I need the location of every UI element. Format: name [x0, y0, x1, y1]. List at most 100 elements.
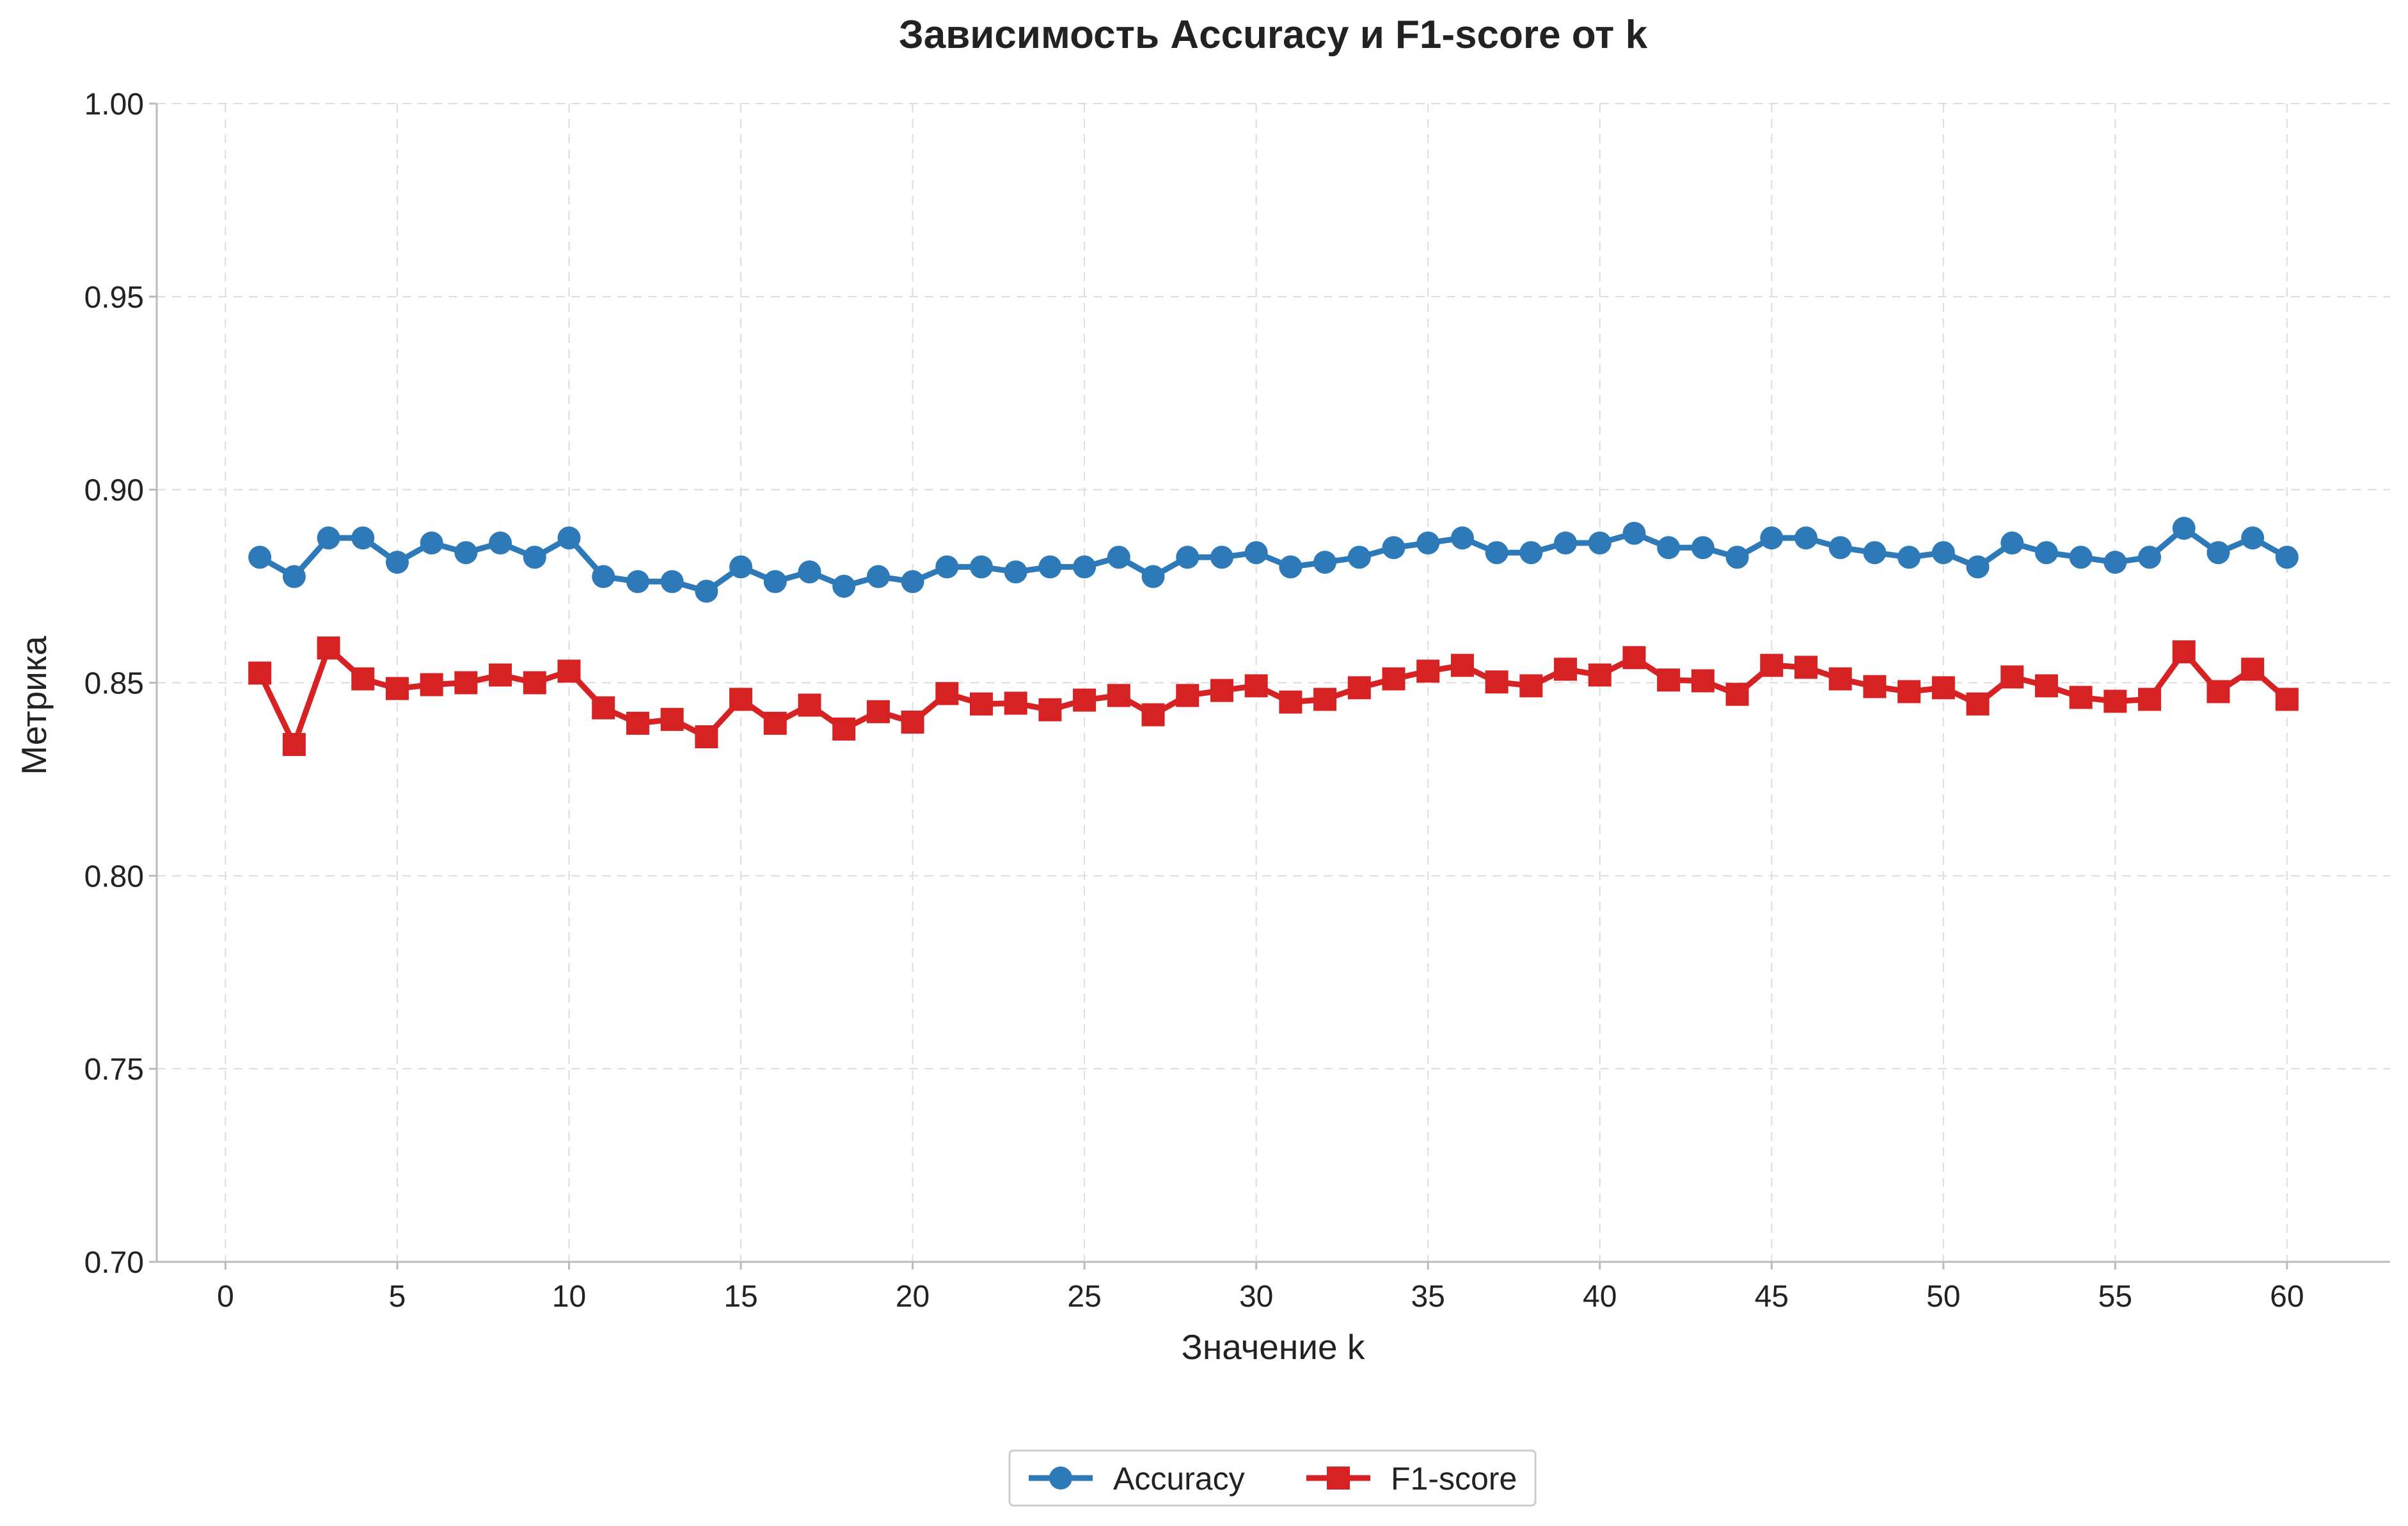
accuracy-point — [798, 560, 821, 584]
accuracy-point — [2206, 541, 2230, 565]
accuracy-point — [1760, 526, 1784, 550]
legend-box — [1008, 1449, 1537, 1507]
f1-score-point — [2241, 657, 2265, 681]
f1-score-point — [695, 725, 718, 749]
legend-label-accuracy: Accuracy — [1113, 1461, 1245, 1497]
f1-score-point — [798, 693, 821, 717]
f1-score-point — [385, 677, 409, 700]
accuracy-point — [1450, 526, 1474, 550]
accuracy-point — [1107, 546, 1130, 569]
f1-score-point — [454, 671, 478, 695]
accuracy-point — [1794, 526, 1818, 550]
f1-score-point — [1863, 675, 1887, 698]
accuracy-point — [1691, 536, 1715, 560]
f1-score-point — [2172, 640, 2196, 664]
accuracy-point — [1210, 546, 1233, 569]
f1-score-point — [1107, 684, 1130, 707]
y-tick-label: 1.00 — [84, 88, 144, 122]
y-tick-label: 0.75 — [84, 1053, 144, 1087]
accuracy-point — [2241, 526, 2265, 550]
x-tick-label: 20 — [896, 1280, 930, 1314]
data-series — [248, 517, 2299, 757]
legend: Accuracy F1-score — [1008, 1449, 1537, 1507]
accuracy-point — [1519, 541, 1543, 565]
accuracy-point — [2000, 531, 2024, 555]
y-axis-label: Метрика — [14, 636, 54, 775]
accuracy-point — [1244, 541, 1268, 565]
x-tick-label: 25 — [1067, 1280, 1101, 1314]
accuracy-point — [385, 551, 409, 574]
accuracy-point — [1038, 555, 1062, 579]
f1-score-point — [832, 717, 856, 741]
f1-score-point — [1931, 676, 1955, 700]
f1-score-point — [1622, 646, 1646, 670]
accuracy-point — [2138, 546, 2162, 569]
f1-score-point — [1416, 659, 1440, 683]
accuracy-point — [1966, 555, 1990, 579]
f1-score-point — [1588, 663, 1612, 687]
accuracy-point — [1657, 536, 1681, 560]
accuracy-point — [763, 570, 787, 594]
f1-score-point — [1657, 668, 1681, 692]
accuracy-point — [351, 526, 375, 550]
tick-labels: 0 5 10 15 20 25 30 35 40 45 50 55 60 0.70 0.75 0.80 0.85… — [84, 88, 2304, 1314]
legend-marker-accuracy — [1049, 1467, 1072, 1490]
f1-score-point — [489, 663, 512, 687]
legend-marker-f1-score — [1327, 1467, 1350, 1490]
accuracy-point — [901, 570, 924, 594]
f1-score-point — [1004, 691, 1027, 715]
f1-score-point — [1897, 680, 1921, 704]
chart-title: Зависимость Accuracy и F1-score от k — [899, 13, 1648, 57]
accuracy-point — [1622, 521, 1646, 545]
f1-score-point — [1554, 657, 1578, 681]
x-tick-label: 55 — [2098, 1280, 2132, 1314]
f1-score-point — [1176, 684, 1200, 707]
x-tick-label: 60 — [2270, 1280, 2304, 1314]
x-tick-label: 0 — [217, 1280, 234, 1314]
accuracy-point — [1382, 536, 1406, 560]
accuracy-point — [2172, 517, 2196, 540]
accuracy-point — [420, 531, 443, 555]
f1-score-point — [729, 688, 753, 711]
f1-score-point — [1210, 679, 1233, 702]
f1-score-point — [969, 692, 993, 716]
f1-score-point — [660, 707, 684, 731]
x-tick-label: 40 — [1583, 1280, 1617, 1314]
accuracy-point — [2275, 546, 2299, 569]
y-tick-label: 0.95 — [84, 281, 144, 315]
x-tick-label: 10 — [552, 1280, 586, 1314]
legend-item-accuracy: Accuracy — [1029, 1461, 1245, 1497]
x-axis-label: Значение k — [1182, 1327, 1365, 1367]
accuracy-point — [592, 565, 615, 588]
accuracy-point — [1347, 546, 1371, 569]
accuracy-point — [626, 570, 649, 594]
accuracy-point — [1313, 551, 1337, 574]
legend-item-f1-score: F1-score — [1306, 1461, 1517, 1497]
x-tick-label: 50 — [1926, 1280, 1960, 1314]
accuracy-point — [454, 541, 478, 565]
accuracy-point — [1485, 541, 1509, 565]
f1-score-point — [1828, 667, 1852, 691]
f1-score-point — [1244, 674, 1268, 698]
f1-score-point — [1450, 654, 1474, 677]
f1-score-point — [1313, 688, 1337, 711]
x-tick-label: 5 — [389, 1280, 406, 1314]
accuracy-point — [969, 555, 993, 579]
legend-label-f1-score: F1-score — [1391, 1461, 1517, 1497]
f1-score-point — [1485, 670, 1509, 694]
f1-score-point — [935, 682, 959, 705]
f1-score-point — [351, 667, 375, 691]
f1-score-point — [866, 700, 890, 723]
accuracy-point — [1897, 546, 1921, 569]
f1-score-point — [248, 661, 272, 685]
f1-score-point — [317, 636, 340, 660]
f1-score-point — [1760, 654, 1784, 677]
accuracy-point — [2069, 546, 2093, 569]
accuracy-point — [935, 555, 959, 579]
f1-score-point — [626, 711, 649, 735]
f1-score-point — [1794, 656, 1818, 679]
f1-score-point — [2138, 688, 2162, 711]
f1-score-point — [2069, 686, 2093, 709]
accuracy-point — [1141, 565, 1165, 588]
